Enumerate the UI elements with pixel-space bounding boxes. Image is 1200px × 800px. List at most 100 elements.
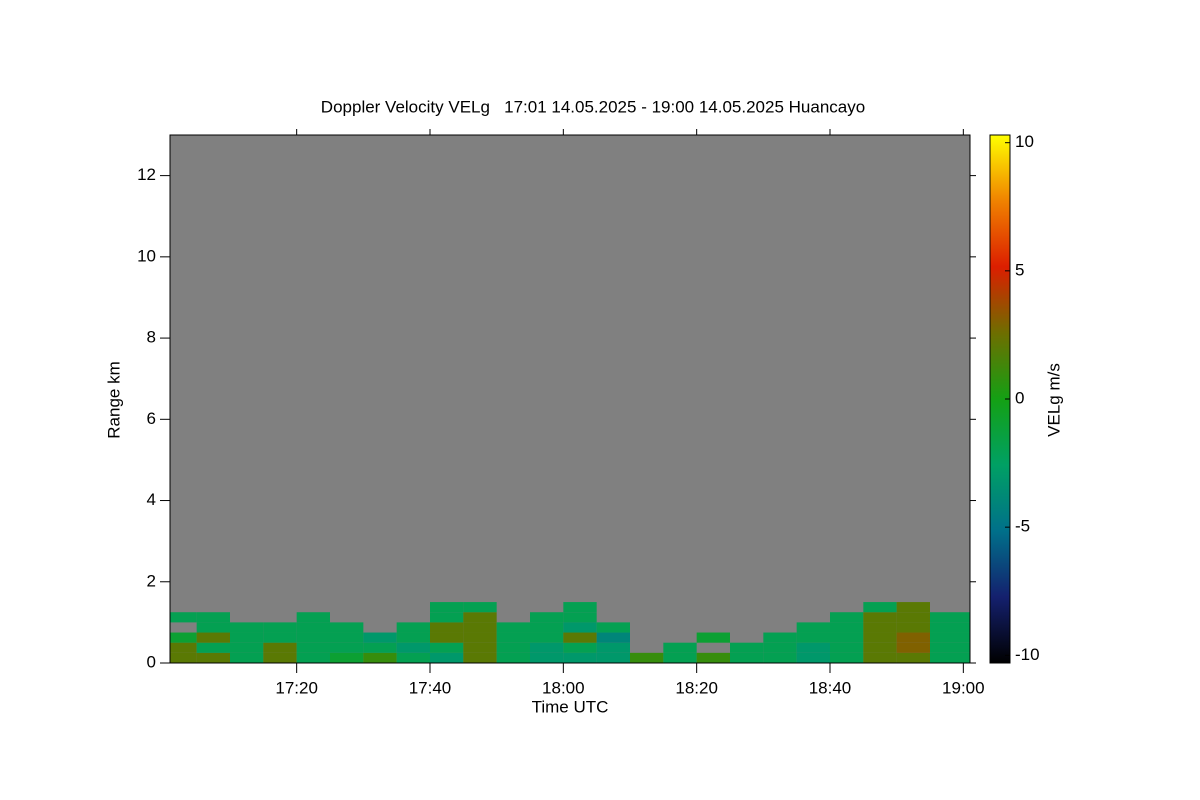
- heatmap-cell: [463, 622, 497, 633]
- heatmap-cell: [330, 642, 364, 653]
- heatmap-cell: [230, 622, 264, 633]
- heatmap-cell: [863, 622, 897, 633]
- x-tick-label: 17:20: [275, 678, 318, 697]
- heatmap-cell: [230, 642, 264, 653]
- heatmap-cell: [563, 612, 597, 623]
- heatmap-cell: [196, 622, 230, 633]
- heatmap-cell: [896, 612, 930, 623]
- heatmap-cell: [696, 632, 730, 643]
- heatmap-cell: [596, 622, 630, 633]
- heatmap-cell: [563, 622, 597, 633]
- plot-frame: [169, 134, 971, 664]
- heatmap-cell: [263, 622, 297, 633]
- heatmap-cell: [263, 642, 297, 653]
- x-tick-label: 18:00: [542, 678, 585, 697]
- heatmap-cell: [170, 612, 197, 623]
- y-tick-label: 12: [137, 165, 156, 184]
- y-axis-label: Range km: [104, 361, 123, 438]
- heatmap-cell: [863, 642, 897, 653]
- heatmap-cell: [496, 632, 530, 643]
- heatmap-cell: [330, 652, 364, 663]
- y-tick-label: 4: [147, 490, 156, 509]
- heatmap-cell: [730, 652, 764, 663]
- y-tick-label: 2: [147, 571, 156, 590]
- heatmap-cell: [530, 612, 564, 623]
- heatmap-cell: [296, 642, 330, 653]
- heatmap-cell: [430, 602, 464, 613]
- y-tick-label: 8: [147, 328, 156, 347]
- heatmap-cell: [663, 642, 697, 653]
- heatmap-cell: [230, 652, 264, 663]
- plot-background: [170, 135, 970, 663]
- heatmap-cell: [830, 622, 864, 633]
- x-tick-label: 19:00: [942, 678, 985, 697]
- heatmap-cell: [330, 622, 364, 633]
- heatmap-cell: [796, 622, 830, 633]
- colorbar-label: VELg m/s: [1044, 363, 1063, 437]
- heatmap-cell: [830, 612, 864, 623]
- y-tick-label: 0: [147, 652, 156, 671]
- heatmap-cell: [196, 642, 230, 653]
- heatmap-cell: [463, 652, 497, 663]
- heatmap-cell: [430, 612, 464, 623]
- heatmap-cell: [296, 622, 330, 633]
- heatmap-cell: [896, 622, 930, 633]
- heatmap-cell: [196, 632, 230, 643]
- heatmap-cell: [930, 622, 970, 633]
- heatmap-cell: [863, 652, 897, 663]
- heatmap-cell: [430, 632, 464, 643]
- heatmap-cell: [296, 632, 330, 643]
- heatmap-cell: [396, 642, 430, 653]
- heatmap-cell: [263, 652, 297, 663]
- heatmap-cell: [563, 652, 597, 663]
- heatmap-cell: [263, 632, 297, 643]
- colorbar-tick-label: -10: [1015, 645, 1040, 664]
- heatmap-cell: [396, 652, 430, 663]
- heatmap-cell: [330, 632, 364, 643]
- heatmap-cell: [763, 652, 797, 663]
- heatmap-cell: [896, 632, 930, 643]
- heatmap-cell: [830, 632, 864, 643]
- x-tick-label: 18:20: [675, 678, 718, 697]
- heatmap-cell: [496, 622, 530, 633]
- heatmap-cell: [430, 652, 464, 663]
- heatmap-cell: [196, 612, 230, 623]
- heatmap-cell: [363, 632, 397, 643]
- y-tick-label: 6: [147, 409, 156, 428]
- heatmap-cell: [396, 622, 430, 633]
- heatmap-cell: [930, 632, 970, 643]
- heatmap-cell: [796, 642, 830, 653]
- heatmap-cell: [930, 652, 970, 663]
- heatmap-cell: [596, 652, 630, 663]
- colorbar-tick-label: 5: [1015, 260, 1024, 279]
- heatmap-cell: [863, 602, 897, 613]
- heatmap-cell: [496, 652, 530, 663]
- heatmap-cell: [363, 642, 397, 653]
- heatmap-cell: [563, 602, 597, 613]
- heatmap-cell: [463, 612, 497, 623]
- chart-title: Doppler Velocity VELg 17:01 14.05.2025 -…: [321, 97, 865, 116]
- heatmap-cell: [296, 652, 330, 663]
- heatmap-cell: [496, 642, 530, 653]
- heatmap-cell: [530, 642, 564, 653]
- heatmap-cell: [896, 602, 930, 613]
- y-tick-label: 10: [137, 246, 156, 265]
- heatmap-cell: [563, 642, 597, 653]
- heatmap-cell: [463, 632, 497, 643]
- heatmap-cell: [930, 642, 970, 653]
- heatmap-cell: [363, 652, 397, 663]
- x-axis-label: Time UTC: [532, 697, 609, 716]
- heatmap-cell: [696, 652, 730, 663]
- heatmap-cell: [530, 652, 564, 663]
- heatmap-cell: [763, 642, 797, 653]
- heatmap-cell: [596, 642, 630, 653]
- colorbar-tick-label: 10: [1015, 132, 1034, 151]
- heatmap-cell: [170, 632, 197, 643]
- colorbar-tick-label: -5: [1015, 517, 1030, 536]
- x-tick-label: 17:40: [409, 678, 452, 697]
- heatmap-cell: [896, 652, 930, 663]
- colorbar-tick-label: 0: [1015, 388, 1024, 407]
- heatmap-cell: [630, 652, 664, 663]
- heatmap-cell: [596, 632, 630, 643]
